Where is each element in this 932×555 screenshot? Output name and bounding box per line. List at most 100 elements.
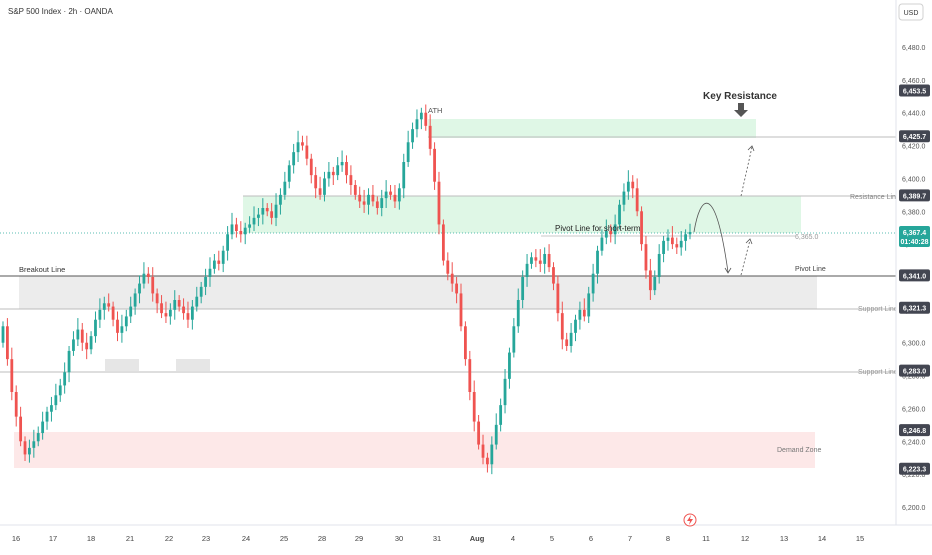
candle-body xyxy=(367,194,370,205)
candle-body xyxy=(613,224,617,235)
candle-body xyxy=(292,152,296,166)
candle-body xyxy=(67,350,71,373)
candle-body xyxy=(679,240,683,248)
candle-body xyxy=(543,254,547,264)
candle-body xyxy=(111,306,115,320)
candle-body xyxy=(635,188,639,212)
candle-body xyxy=(199,286,203,297)
chart-title: S&P 500 Index · 2h · OANDA xyxy=(8,7,113,16)
price-tag-box xyxy=(899,364,930,377)
candle-body xyxy=(666,237,670,241)
candle-body xyxy=(626,181,630,192)
candle-body xyxy=(28,447,31,455)
candle-body xyxy=(94,319,97,337)
time-axis: 16 17 18 21 22 23 24 25 28 29 30 31 Aug 4 5 6 7 8 11 12 13 14… xyxy=(0,524,932,543)
candle-body xyxy=(323,178,326,195)
candle-body xyxy=(124,316,128,327)
candle-body xyxy=(248,224,252,228)
candle-body xyxy=(314,175,318,189)
down-arrow-icon xyxy=(734,103,748,117)
x-tick-label: 29 xyxy=(355,534,363,543)
candle-body xyxy=(640,211,643,245)
currency-label[interactable]: USD xyxy=(904,10,919,17)
projection-paths xyxy=(693,145,755,276)
candle-body xyxy=(116,319,119,333)
candle-body xyxy=(578,309,582,320)
x-tick-label: 7 xyxy=(628,534,632,543)
candle-body xyxy=(41,421,45,434)
candle-body xyxy=(164,313,168,317)
candle-body xyxy=(397,188,401,202)
candle-body xyxy=(657,254,661,277)
candle-body xyxy=(208,268,212,277)
price-tag-box xyxy=(899,130,930,143)
breakout-line-label: Breakout Line xyxy=(19,265,65,274)
price-tags: 6,453.5 6,425.7 6,389.7 6,341.0 6,321.3 6,283… xyxy=(899,84,930,475)
x-tick-label: 14 xyxy=(818,534,826,543)
candle-body xyxy=(58,385,62,396)
small-grey-block-2 xyxy=(176,359,210,371)
x-tick-label: 23 xyxy=(202,534,210,543)
candle-body xyxy=(212,260,216,269)
candle-body xyxy=(477,421,481,445)
candle-body xyxy=(419,112,423,120)
arrow-head-2 xyxy=(745,238,753,245)
candle-body xyxy=(512,326,516,353)
candle-body xyxy=(455,283,458,294)
candle-body xyxy=(358,194,362,202)
candle-body xyxy=(472,392,476,422)
candle-body xyxy=(684,234,687,241)
candle-body xyxy=(521,277,525,300)
candle-body xyxy=(168,309,172,317)
candle-body xyxy=(428,125,432,149)
candle-body xyxy=(631,181,635,189)
x-tick-label: 24 xyxy=(242,534,250,543)
x-tick-label: 28 xyxy=(318,534,326,543)
candle-body xyxy=(446,260,450,274)
y-tick-label: 6,280.0 xyxy=(902,374,925,381)
key-resistance-label: Key Resistance xyxy=(703,91,777,102)
candle-body xyxy=(538,260,542,264)
x-tick-label: 11 xyxy=(702,534,710,543)
candle-body xyxy=(464,326,467,360)
candle-body xyxy=(644,244,648,271)
price-tag-label: 6,321.3 xyxy=(903,306,926,313)
candle-body xyxy=(534,257,538,261)
candle-body xyxy=(85,342,89,350)
candle-body xyxy=(252,217,256,225)
x-tick-label: 22 xyxy=(165,534,173,543)
candle-body xyxy=(54,395,58,406)
key-resistance-zone xyxy=(428,119,756,138)
price-tag-label: 6,425.7 xyxy=(903,134,926,141)
candle-body xyxy=(662,240,665,254)
y-tick-label: 6,420.0 xyxy=(902,144,925,151)
candle-body xyxy=(230,224,234,235)
candle-body xyxy=(177,300,181,307)
candle-body xyxy=(261,208,265,215)
candle-body xyxy=(340,162,344,166)
candle-body xyxy=(547,254,551,268)
x-tick-label: 5 xyxy=(550,534,554,543)
price-tag-box xyxy=(899,269,930,282)
candle-body xyxy=(327,171,331,179)
candle-body xyxy=(424,112,428,126)
x-tick-label: 31 xyxy=(433,534,441,543)
candle-body xyxy=(622,191,626,205)
resistance-zone xyxy=(243,196,801,233)
price-tag-box xyxy=(899,301,930,314)
x-tick-label: 6 xyxy=(589,534,593,543)
candle-body xyxy=(257,214,260,218)
candle-body xyxy=(653,277,657,291)
candle-body xyxy=(102,303,106,310)
event-marker[interactable] xyxy=(683,513,697,527)
candle-body xyxy=(142,273,146,284)
candle-body xyxy=(283,181,287,195)
candle-body xyxy=(287,165,291,182)
candle-body xyxy=(468,359,472,392)
candle-body xyxy=(384,191,388,199)
candle-body xyxy=(345,162,348,176)
x-tick-label: 16 xyxy=(12,534,20,543)
candle-body xyxy=(393,194,397,202)
